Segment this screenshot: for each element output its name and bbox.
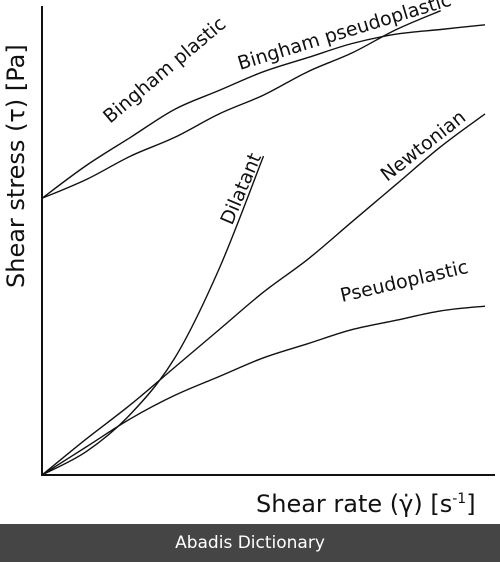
label-dilatant: Dilatant [216,150,266,228]
footer-bar: Abadis Dictionary [0,524,500,562]
x-axis-title: Shear rate (γ̇) [s-1] [256,490,476,518]
label-pseudoplastic: Pseudoplastic [338,256,470,307]
curves-group [41,10,486,476]
label-bingham-pseudoplastic: Bingham pseudoplastic [235,0,454,75]
rheology-chart: Bingham plastic Bingham pseudoplastic Dila… [2,0,495,518]
chart-stage: Bingham plastic Bingham pseudoplastic Dila… [2,0,495,518]
curve-pseudoplastic [41,305,486,476]
footer-text: Abadis Dictionary [175,533,325,553]
curve-labels-group: Bingham plastic Bingham pseudoplastic Dila… [99,0,470,307]
label-newtonian: Newtonian [377,106,471,186]
curve-bingham-pseudoplastic [41,24,486,199]
curve-bingham-plastic [41,10,441,199]
curve-dilatant [41,155,265,476]
curve-newtonian [41,113,486,476]
y-axis-title: Shear stress (τ) [Pa] [2,44,30,288]
axes-lines [41,6,495,476]
label-bingham-plastic: Bingham plastic [99,13,230,128]
